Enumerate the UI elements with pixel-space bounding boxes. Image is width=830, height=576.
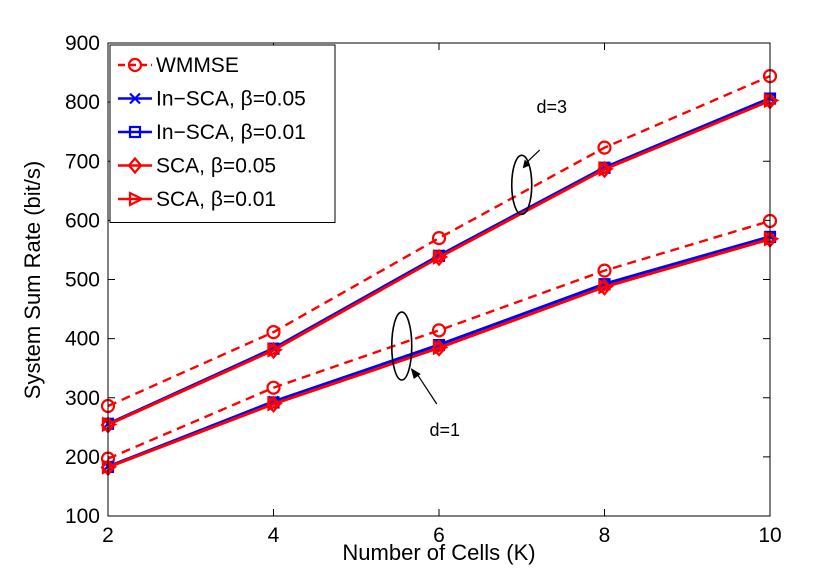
legend-marker	[128, 125, 142, 139]
annotation-d3: d=3	[536, 97, 567, 117]
data-point	[267, 395, 283, 412]
x-tick-label: 10	[758, 524, 781, 547]
legend-entry: In−SCA, β=0.01	[118, 121, 306, 144]
x-axis-label: Number of Cells (K)	[342, 540, 535, 565]
series-line	[107, 219, 771, 460]
legend-entry: SCA, β=0.01	[118, 188, 276, 211]
series-line	[107, 75, 771, 408]
data-point	[266, 325, 281, 340]
data-point	[101, 416, 118, 433]
legend-marker	[127, 156, 143, 175]
data-point	[266, 380, 281, 395]
arrowhead-d1	[410, 368, 421, 380]
legend-label: In−SCA, β=0.05	[156, 88, 306, 111]
data-point	[432, 339, 449, 356]
y-tick-label: 400	[65, 328, 100, 351]
legend-entry: WMMSE	[118, 54, 239, 77]
legend-entry: In−SCA, β=0.05	[118, 88, 306, 111]
y-tick-label: 300	[65, 387, 100, 410]
x-tick-label: 6	[433, 524, 445, 547]
data-point	[763, 92, 780, 109]
y-tick-label: 900	[65, 32, 100, 55]
data-point	[431, 323, 447, 338]
annotation-d1: d=1	[429, 420, 460, 440]
data-point	[597, 263, 612, 278]
legend-marker	[129, 92, 141, 105]
legend-label: WMMSE	[156, 54, 239, 77]
plot-frame	[107, 42, 771, 517]
arrow-d3	[525, 149, 541, 164]
x-tick-label: 8	[599, 524, 611, 547]
y-tick-label: 200	[65, 446, 100, 469]
x-tick-label: 4	[268, 524, 280, 547]
y-tick-label: 700	[65, 150, 100, 173]
data-point	[598, 161, 614, 177]
data-point	[763, 230, 780, 247]
legend-label: SCA, β=0.05	[156, 155, 276, 178]
legend-entry: SCA, β=0.05	[118, 155, 276, 178]
series-9	[101, 92, 780, 433]
legend-marker	[128, 191, 145, 207]
ellipse-d3	[510, 154, 533, 216]
data-point	[101, 459, 118, 475]
arrow-d1	[415, 371, 438, 405]
series-line	[107, 99, 771, 426]
legend: WMMSE In−SCA, β=0.05 In−SCA, β=0.01 SCA, β=…	[109, 44, 336, 223]
data-point	[267, 342, 283, 358]
x-tick-label: 2	[102, 524, 114, 547]
ticks-layer: 2 4 6 8 10 100 200 300 400 500 600 700 800 900	[65, 32, 782, 547]
y-tick-label: 500	[65, 269, 100, 292]
data-point	[597, 140, 612, 155]
legend-box	[109, 44, 336, 223]
annotation-layer: d=3 d=1	[390, 97, 567, 440]
y-axis-label: System Sum Rate (bit/s)	[20, 161, 45, 399]
series-4	[101, 230, 780, 475]
y-tick-label: 800	[65, 91, 100, 114]
legend-marker	[127, 57, 143, 73]
ellipse-d1	[390, 311, 413, 381]
arrowhead-d3	[522, 159, 530, 169]
series-line	[107, 237, 771, 469]
data-point	[431, 231, 447, 246]
series-layer	[100, 69, 780, 477]
legend-label: In−SCA, β=0.01	[156, 121, 306, 144]
y-tick-label: 100	[65, 505, 100, 528]
legend-label: SCA, β=0.01	[156, 188, 276, 211]
data-point	[598, 278, 614, 295]
y-tick-label: 600	[65, 209, 100, 232]
data-point	[432, 249, 449, 265]
